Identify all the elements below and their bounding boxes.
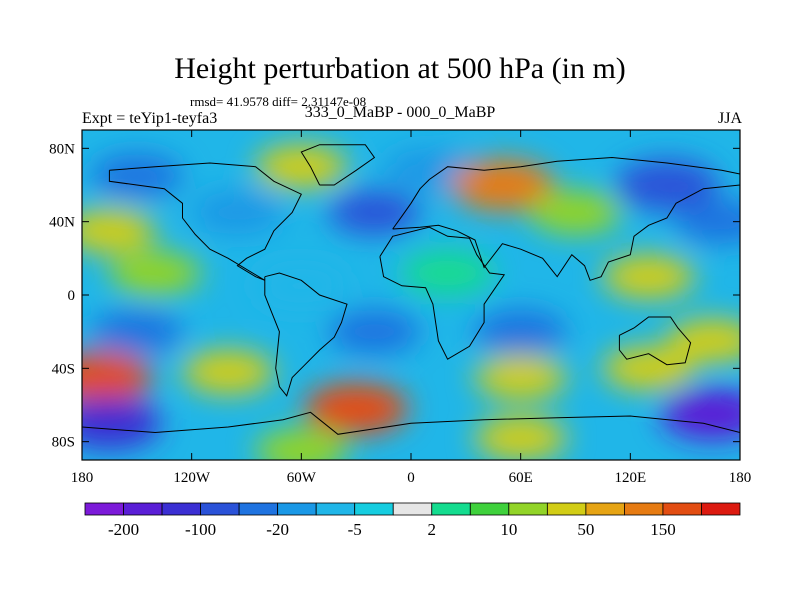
y-tick-label: 0 xyxy=(68,288,76,304)
colorbar-label: -20 xyxy=(266,520,289,539)
field-anomaly xyxy=(82,351,153,404)
stats-line: rmsd= 41.9578 diff= 2.31147e-08 xyxy=(190,94,367,109)
continent-outlines xyxy=(82,144,740,435)
field-anomaly xyxy=(602,346,695,391)
x-tick-label: 0 xyxy=(407,470,415,486)
field-anomaly xyxy=(666,318,740,363)
colorbar-swatch xyxy=(392,502,433,516)
x-tick-label: 120W xyxy=(173,470,211,486)
colorbar-swatch xyxy=(662,502,702,516)
x-axis: 180 120W 60W 0 60E 120E 180 xyxy=(71,130,752,486)
continent-outline xyxy=(82,411,740,435)
field-anomaly xyxy=(474,416,567,460)
continent-outline xyxy=(264,272,348,397)
field-anomaly xyxy=(191,190,284,235)
x-tick-label: 120E xyxy=(614,470,646,486)
colorbar-swatch xyxy=(161,502,201,516)
colorbar-swatch xyxy=(585,502,625,516)
field-anomaly xyxy=(660,388,740,441)
continent-outline xyxy=(392,156,740,281)
field-anomaly xyxy=(614,159,719,211)
colorbar-swatch xyxy=(546,502,587,516)
field-anomaly xyxy=(328,190,421,235)
field-anomaly xyxy=(182,350,275,394)
field-anomaly xyxy=(90,153,183,198)
colorbar-swatch xyxy=(84,502,124,516)
y-tick-label: 40S xyxy=(52,361,75,377)
x-tick-label: 60E xyxy=(509,470,533,486)
season-label: JJA xyxy=(717,110,742,127)
x-tick-label: 180 xyxy=(71,470,94,486)
y-tick-label: 80N xyxy=(49,141,75,157)
colorbar-label: -200 xyxy=(108,520,139,539)
colorbar-swatch xyxy=(701,502,741,516)
colorbar-swatch xyxy=(123,502,163,516)
colorbar-swatch xyxy=(277,502,317,516)
colorbar-swatch xyxy=(200,502,240,516)
continent-outline xyxy=(618,316,692,366)
field-anomaly xyxy=(401,251,494,295)
colorbar: -200 -100 -20 -5 2 10 50 150 xyxy=(84,502,741,539)
colorbar-swatch xyxy=(469,502,510,516)
colorbar-swatch xyxy=(315,502,356,516)
field-anomaly xyxy=(109,251,202,295)
field-anomaly xyxy=(474,355,567,400)
colorbar-swatch xyxy=(431,502,471,516)
experiment-periods: 333_0_MaBP - 000_0_MaBP xyxy=(304,104,496,121)
field-anomaly xyxy=(529,190,622,235)
colorbar-label: 50 xyxy=(577,520,594,539)
y-tick-label: 40N xyxy=(49,215,75,231)
height-field xyxy=(82,130,740,460)
field-anomaly xyxy=(255,144,348,189)
field-anomaly xyxy=(675,199,740,244)
field-anomaly xyxy=(304,382,409,435)
field-anomaly xyxy=(328,309,421,354)
field-anomaly xyxy=(90,309,183,354)
colorbar-swatch xyxy=(624,502,664,516)
field-anomaly xyxy=(255,263,348,308)
colorbar-label: 2 xyxy=(428,520,437,539)
x-tick-label: 60W xyxy=(287,470,317,486)
y-axis: 80N 40N 0 40S 80S xyxy=(49,141,740,451)
field-anomaly xyxy=(82,397,162,450)
colorbar-swatch xyxy=(508,502,548,516)
colorbar-swatch xyxy=(238,502,279,516)
y-tick-label: 80S xyxy=(52,435,75,451)
field-anomaly xyxy=(602,254,695,299)
colorbar-label: -5 xyxy=(348,520,362,539)
chart-title: Height perturbation at 500 hPa (in m) xyxy=(174,52,626,85)
field-anomaly xyxy=(255,428,348,460)
x-tick-label: 180 xyxy=(729,470,752,486)
field-anomaly xyxy=(450,159,555,211)
continent-outline xyxy=(300,144,376,186)
continent-outline xyxy=(379,226,506,360)
continent-outline xyxy=(108,162,302,281)
colorbar-swatch xyxy=(354,502,394,516)
field-anomaly xyxy=(82,208,156,253)
field-anomaly xyxy=(474,309,567,354)
colorbar-label: 10 xyxy=(500,520,517,539)
colorbar-label: -100 xyxy=(185,520,216,539)
experiment-label: Expt = teYip1-teyfa3 xyxy=(82,110,218,127)
colorbar-label: 150 xyxy=(650,520,676,539)
